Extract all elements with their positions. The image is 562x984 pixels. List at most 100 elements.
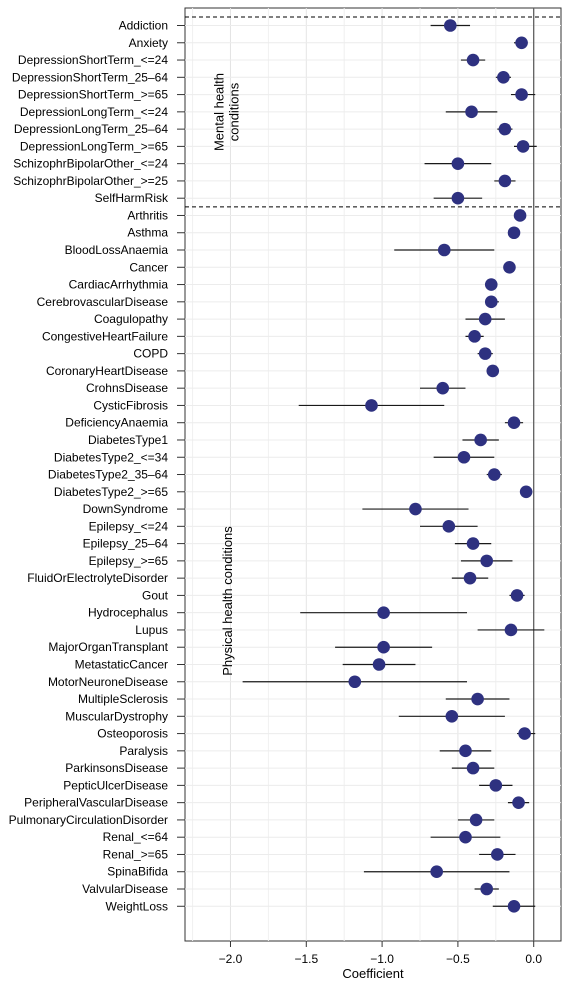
estimate-point [463,571,477,585]
row-label: PulmonaryCirculationDisorder [9,813,168,827]
row-label: Gout [142,588,169,602]
row-label: PepticUlcerDisease [63,778,168,792]
estimate-point [484,295,498,309]
row-label: CysticFibrosis [93,398,168,412]
estimate-point [510,589,524,602]
estimate-point [519,485,533,499]
row-label: DepressionShortTerm_25–64 [12,70,168,84]
x-axis-title: Coefficient [342,966,404,981]
estimate-point [516,140,530,153]
group-label-line: conditions [227,82,242,141]
row-label: DepressionShortTerm_<=24 [18,53,168,67]
row-label: CardiacArrhythmia [69,278,169,292]
row-label: DepressionLongTerm_<=24 [20,105,168,119]
row-label: DiabetesType1 [88,433,168,447]
x-tick-label: −0.5 [446,952,470,966]
estimate-point [437,243,451,257]
row-label: Coagulopathy [94,312,168,326]
group-label: Physical health conditions [220,526,235,676]
estimate-point [466,537,480,550]
x-tick-label: 0.0 [525,952,542,966]
estimate-point [487,468,501,481]
row-label: SpinaBifida [107,865,168,879]
estimate-point [430,865,443,879]
estimate-point [503,260,516,274]
row-label: MetastaticCancer [75,657,168,671]
row-label: Epilepsy_<=24 [89,519,169,533]
row-label: FluidOrElectrolyteDisorder [27,571,168,585]
row-label: MuscularDystrophy [65,709,168,723]
row-label: CerebrovascularDisease [37,295,169,309]
estimate-point [469,813,483,827]
estimate-point [436,381,450,395]
estimate-point [444,19,457,32]
x-tick-label: −1.0 [370,952,394,966]
row-label: Asthma [127,226,168,240]
row-label: Renal_>=65 [103,847,169,861]
estimate-point [372,658,386,671]
x-axis: −2.0 −1.5 −1.0 −0.5 0.0 [219,941,542,966]
estimate-point [365,399,378,412]
group-labels: Mental healthconditions Physical health c… [212,73,242,676]
estimate-point [507,226,521,240]
estimate-point [468,330,481,343]
estimate-point [478,347,492,360]
estimate-point [377,640,390,654]
row-label: Epilepsy_25–64 [83,537,169,551]
x-tick-label: −1.5 [294,952,318,966]
estimate-point [459,744,472,758]
estimate-point [465,105,478,119]
estimate-point [504,623,518,637]
estimate-point [489,779,503,792]
row-label: ParkinsonsDisease [65,761,168,775]
row-label: Epilepsy_>=65 [89,554,169,568]
row-label: COPD [133,347,168,361]
row-label: Anxiety [129,36,168,50]
estimate-point [518,727,531,740]
row-label: CoronaryHeartDisease [46,364,168,378]
estimate-point [513,209,527,222]
row-label: DepressionShortTerm_>=65 [18,88,168,102]
row-label: DepressionLongTerm_25–64 [14,122,168,136]
row-label: BloodLossAnaemia [65,243,169,257]
group-label-line: Physical health conditions [220,526,235,676]
estimate-point [480,882,494,896]
grid-lines [185,8,561,941]
estimate-point [348,675,362,689]
row-label: Osteoporosis [97,727,168,741]
estimate-point [377,606,390,619]
estimate-point [512,796,525,809]
estimate-point [484,278,498,291]
row-label: Renal_<=64 [103,830,169,844]
row-label: DepressionLongTerm_>=65 [20,139,168,153]
estimate-point [486,364,500,378]
estimate-point [498,122,512,136]
estimate-point [466,761,480,775]
x-tick-label: −2.0 [219,952,243,966]
row-label: DiabetesType2_35–64 [48,468,168,482]
row-label: PeripheralVascularDisease [24,796,168,810]
group-label: Mental healthconditions [212,73,242,151]
row-label: WeightLoss [106,899,168,913]
estimate-point [457,450,471,464]
row-label: Cancer [129,260,168,274]
row-label: DiabetesType2_>=65 [54,485,168,499]
row-label: DownSyndrome [83,502,169,516]
row-label: DiabetesType2_<=34 [54,450,168,464]
estimate-point [515,36,528,50]
estimate-point [451,157,465,170]
row-label: Addiction [119,19,168,33]
estimate-point [442,520,456,533]
row-label: MajorOrganTransplant [48,640,168,654]
estimate-point [497,71,510,84]
estimate-point [451,191,465,205]
data-rows: Addiction Anxiety DepressionShortTerm_<=24… [9,19,545,913]
estimate-point [507,416,521,430]
estimate-point [409,502,422,516]
group-label-line: Mental health [212,73,227,151]
row-label: Lupus [135,623,168,637]
row-label: CongestiveHeartFailure [42,329,168,343]
estimate-point [474,433,487,447]
estimate-point [459,830,472,844]
